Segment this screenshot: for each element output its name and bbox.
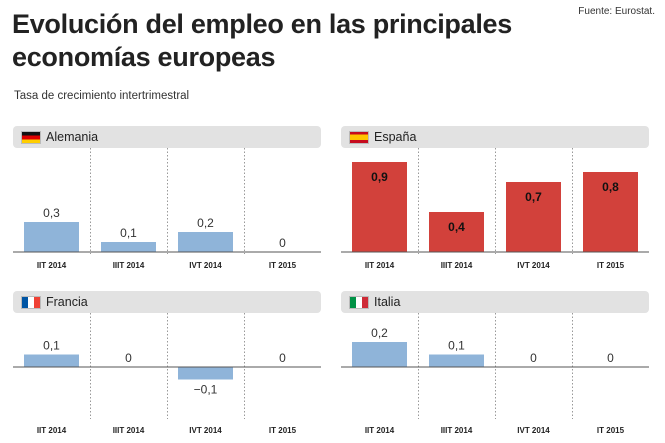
plot-area: 0,1 IIT 2014 0 IIIT 2014 −0,1 IVT 2014 0 IT 201… xyxy=(13,313,321,437)
bar xyxy=(101,242,156,252)
bar xyxy=(429,354,484,367)
x-tick-label: IIIT 2014 xyxy=(113,261,145,270)
x-tick-label: IIIT 2014 xyxy=(441,261,473,270)
italy-flag-icon xyxy=(349,296,369,309)
bar xyxy=(24,222,79,252)
plot-area: 0,3 IIT 2014 0,1 IIIT 2014 0,2 IVT 2014 0 IT 20… xyxy=(13,148,321,272)
panel-italia: Italia 0,2 IIT 2014 0,1 IIIT 2014 0 IVT 2014 0… xyxy=(341,291,649,437)
bar xyxy=(583,172,638,252)
data-label: 0,1 xyxy=(43,339,60,353)
germany-flag-icon xyxy=(21,131,41,144)
x-tick-label: IIT 2014 xyxy=(37,426,67,435)
data-label: 0 xyxy=(125,351,132,365)
x-tick-label: IT 2015 xyxy=(269,261,297,270)
chart-title: Evolución del empleo en las principales … xyxy=(12,9,512,72)
panel-country-name: Francia xyxy=(46,295,88,309)
bar xyxy=(178,367,233,380)
data-label: 0,7 xyxy=(525,190,542,204)
bar-chart-alemania: 0,3 IIT 2014 0,1 IIIT 2014 0,2 IVT 2014 0 IT 20… xyxy=(13,148,321,270)
x-tick-label: IVT 2014 xyxy=(517,426,550,435)
data-label: 0,9 xyxy=(371,170,388,184)
spain-flag-icon xyxy=(349,131,369,144)
bar xyxy=(506,182,561,252)
panel-country-name: Italia xyxy=(374,295,401,309)
data-label: 0,2 xyxy=(197,216,214,230)
panel-alemania: Alemania 0,3 IIT 2014 0,1 IIIT 2014 0,2 IVT 2… xyxy=(13,126,321,272)
x-tick-label: IVT 2014 xyxy=(189,261,222,270)
data-label: 0 xyxy=(279,351,286,365)
x-tick-label: IT 2015 xyxy=(269,426,297,435)
bar-chart-francia: 0,1 IIT 2014 0 IIIT 2014 −0,1 IVT 2014 0 IT 201… xyxy=(13,313,321,435)
x-tick-label: IVT 2014 xyxy=(517,261,550,270)
data-label: 0,1 xyxy=(448,339,465,353)
x-tick-label: IIT 2014 xyxy=(365,261,395,270)
panel-espana: España 0,9 IIT 2014 0,4 IIIT 2014 0,7 IVT 201… xyxy=(341,126,649,272)
data-label: 0,1 xyxy=(120,226,137,240)
source-note: Fuente: Eurostat. xyxy=(578,6,655,17)
bar xyxy=(352,162,407,252)
bar-chart-italia: 0,2 IIT 2014 0,1 IIIT 2014 0 IVT 2014 0 IT 2015 xyxy=(341,313,649,435)
data-label: −0,1 xyxy=(194,383,218,397)
panel-country-name: España xyxy=(374,130,417,144)
bar-chart-espana: 0,9 IIT 2014 0,4 IIIT 2014 0,7 IVT 2014 0,8 IT … xyxy=(341,148,649,270)
x-tick-label: IIT 2014 xyxy=(365,426,395,435)
bar xyxy=(352,342,407,367)
x-tick-label: IT 2015 xyxy=(597,261,625,270)
panel-country-name: Alemania xyxy=(46,130,99,144)
data-label: 0 xyxy=(607,351,614,365)
data-label: 0 xyxy=(530,351,537,365)
data-label: 0,2 xyxy=(371,326,388,340)
data-label: 0,3 xyxy=(43,206,60,220)
data-label: 0,4 xyxy=(448,220,465,234)
bar xyxy=(429,212,484,252)
chart-subtitle: Tasa de crecimiento intertrimestral xyxy=(14,90,190,102)
bar xyxy=(24,354,79,367)
x-tick-label: IVT 2014 xyxy=(189,426,222,435)
x-tick-label: IIIT 2014 xyxy=(441,426,473,435)
panel-header: Alemania xyxy=(13,126,321,148)
x-tick-label: IT 2015 xyxy=(597,426,625,435)
panel-header: Italia xyxy=(341,291,649,313)
panel-francia: Francia 0,1 IIT 2014 0 IIIT 2014 −0,1 IVT 201… xyxy=(13,291,321,437)
data-label: 0,8 xyxy=(602,180,619,194)
france-flag-icon xyxy=(21,296,41,309)
x-tick-label: IIT 2014 xyxy=(37,261,67,270)
plot-area: 0,9 IIT 2014 0,4 IIIT 2014 0,7 IVT 2014 0,8 IT … xyxy=(341,148,649,272)
bar xyxy=(178,232,233,252)
panel-header: España xyxy=(341,126,649,148)
panel-header: Francia xyxy=(13,291,321,313)
plot-area: 0,2 IIT 2014 0,1 IIIT 2014 0 IVT 2014 0 IT 2015 xyxy=(341,313,649,437)
data-label: 0 xyxy=(279,236,286,250)
x-tick-label: IIIT 2014 xyxy=(113,426,145,435)
